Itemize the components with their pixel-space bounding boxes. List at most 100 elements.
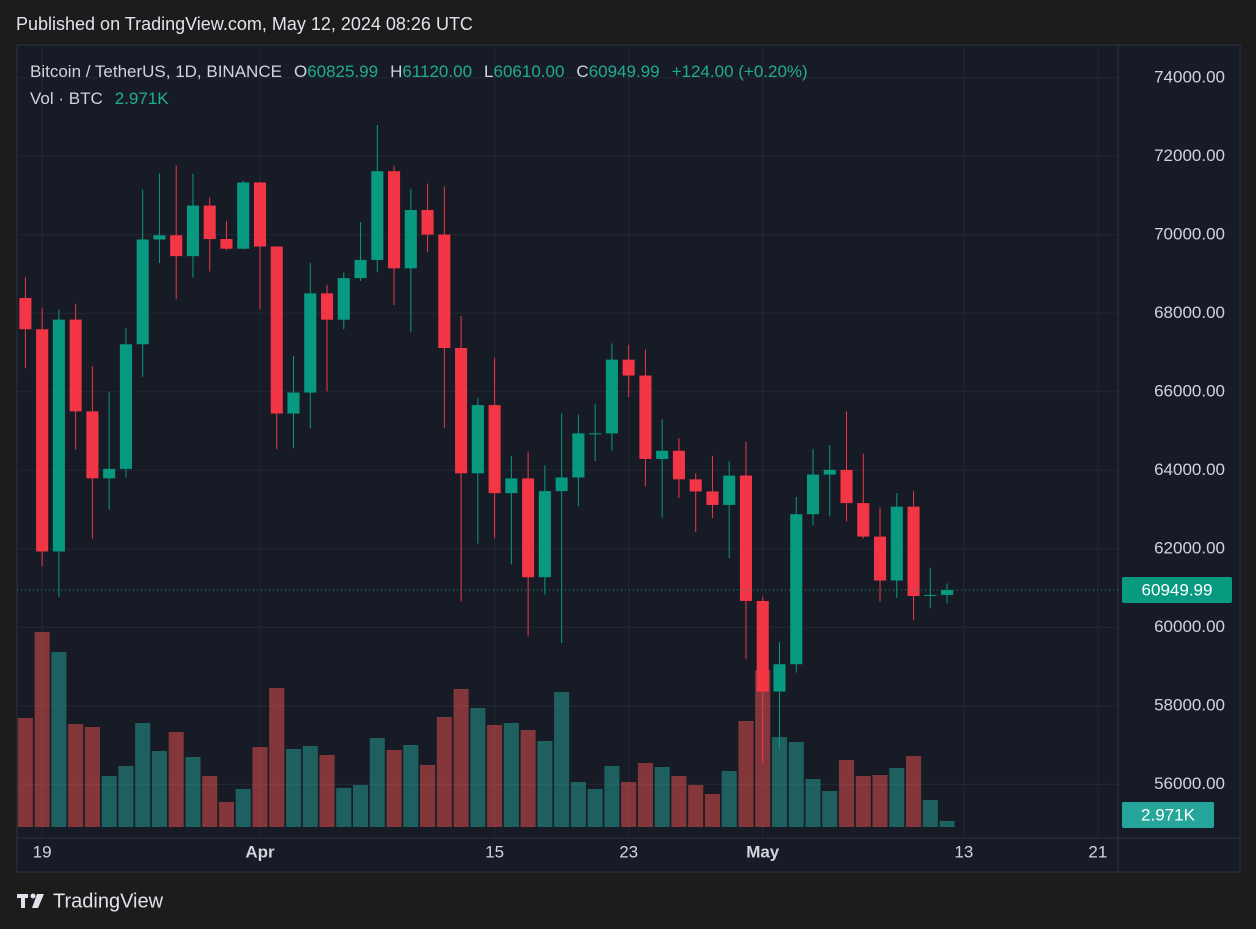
candle-body xyxy=(522,478,535,578)
candle-body xyxy=(773,664,786,692)
volume-bar xyxy=(654,767,670,827)
volume-bar xyxy=(17,718,33,827)
volume-bar xyxy=(218,802,235,827)
volume-bar xyxy=(185,757,201,827)
candle-body xyxy=(706,491,719,505)
change: +124.00 (+0.20%) xyxy=(671,62,808,81)
candle-body xyxy=(790,514,803,665)
candle-body xyxy=(421,210,434,235)
volume-row: Vol · BTC 2.971K xyxy=(30,85,808,112)
candle-body xyxy=(237,182,250,249)
volume-bar xyxy=(319,755,335,827)
volume-bar xyxy=(503,723,519,827)
candle-body xyxy=(639,375,652,459)
volume-bar xyxy=(587,789,603,827)
y-tick-label: 60000.00 xyxy=(1154,617,1225,636)
last-volume-label: 2.971K xyxy=(1141,805,1196,824)
volume-bar xyxy=(805,779,821,827)
volume-bar xyxy=(436,717,452,827)
volume-bar xyxy=(487,725,503,827)
volume-bar xyxy=(906,756,922,827)
volume-bar xyxy=(51,652,67,827)
x-tick-label: May xyxy=(746,842,780,861)
candle-body xyxy=(589,433,602,435)
ohlc-key: H xyxy=(390,62,403,81)
volume-bar xyxy=(939,820,955,827)
candle-body xyxy=(823,469,836,475)
volume-bar xyxy=(570,782,586,827)
footer-brand: TradingView xyxy=(53,890,164,912)
candle-body xyxy=(471,405,484,474)
candle-body xyxy=(404,210,417,269)
volume-bar xyxy=(252,747,268,827)
candle-body xyxy=(622,359,635,376)
volume-bars xyxy=(17,632,955,827)
volume-bar xyxy=(889,768,905,827)
volume-bar xyxy=(470,708,486,827)
volume-bar xyxy=(235,789,251,827)
candle-body xyxy=(555,477,568,492)
ohlc-value: 60949.99 xyxy=(588,62,660,81)
candle-body xyxy=(438,234,451,348)
candle-body xyxy=(840,469,853,504)
candle-body xyxy=(371,171,384,260)
volume-bar xyxy=(838,760,855,827)
y-tick-label: 72000.00 xyxy=(1154,146,1225,165)
volume-bar xyxy=(168,732,184,827)
volume-bar xyxy=(202,776,218,827)
candle-body xyxy=(136,239,149,345)
candle-body xyxy=(19,297,32,330)
x-tick-label: 23 xyxy=(619,842,638,861)
volume-bar xyxy=(151,751,167,827)
x-tick-label: 19 xyxy=(33,842,52,861)
ohlc: O60825.99 H61120.00 L60610.00 C60949.99 xyxy=(282,62,660,81)
candle-body xyxy=(103,468,116,479)
y-tick-label: 58000.00 xyxy=(1154,695,1225,714)
candle-body xyxy=(924,594,937,596)
volume-bar xyxy=(420,765,436,827)
y-tick-label: 68000.00 xyxy=(1154,303,1225,322)
volume-bar xyxy=(771,737,788,827)
candles xyxy=(19,124,954,763)
volume-bar xyxy=(721,771,737,827)
volume-bar xyxy=(788,742,804,827)
candle-body xyxy=(270,246,283,414)
candle-body xyxy=(656,450,669,459)
volume-bar xyxy=(738,721,754,827)
candle-body xyxy=(203,205,216,240)
volume-bar xyxy=(621,782,637,827)
ohlc-value: 61120.00 xyxy=(402,62,473,81)
x-tick-label: 15 xyxy=(485,842,504,861)
candle-body xyxy=(857,503,870,537)
candle-body xyxy=(723,475,736,505)
volume-bar xyxy=(352,785,369,827)
candle-body xyxy=(170,235,183,257)
volume-bar xyxy=(704,794,720,827)
y-tick-label: 64000.00 xyxy=(1154,460,1225,479)
candle-body xyxy=(86,411,99,479)
y-tick-label: 66000.00 xyxy=(1154,381,1225,400)
x-tick-label: Apr xyxy=(245,842,275,861)
candle-body xyxy=(605,359,618,434)
volume-bar xyxy=(922,800,938,827)
candle-body xyxy=(672,450,685,480)
candle-body xyxy=(874,536,887,581)
candle-body xyxy=(907,506,920,596)
volume-bar xyxy=(822,791,838,827)
volume-bar xyxy=(84,727,100,827)
candle-body xyxy=(337,278,350,320)
volume-bar xyxy=(285,749,302,827)
candle-body xyxy=(488,405,501,494)
volume-bar xyxy=(101,776,117,827)
last-price-box xyxy=(1122,577,1232,604)
candle-body xyxy=(153,235,166,240)
volume-bar xyxy=(688,785,704,827)
y-tick-label: 74000.00 xyxy=(1154,67,1225,86)
volume-bar xyxy=(68,724,84,827)
candle-body xyxy=(505,478,518,494)
volume-bar xyxy=(604,766,620,827)
volume-bar xyxy=(855,776,871,827)
y-tick-label: 62000.00 xyxy=(1154,538,1225,557)
